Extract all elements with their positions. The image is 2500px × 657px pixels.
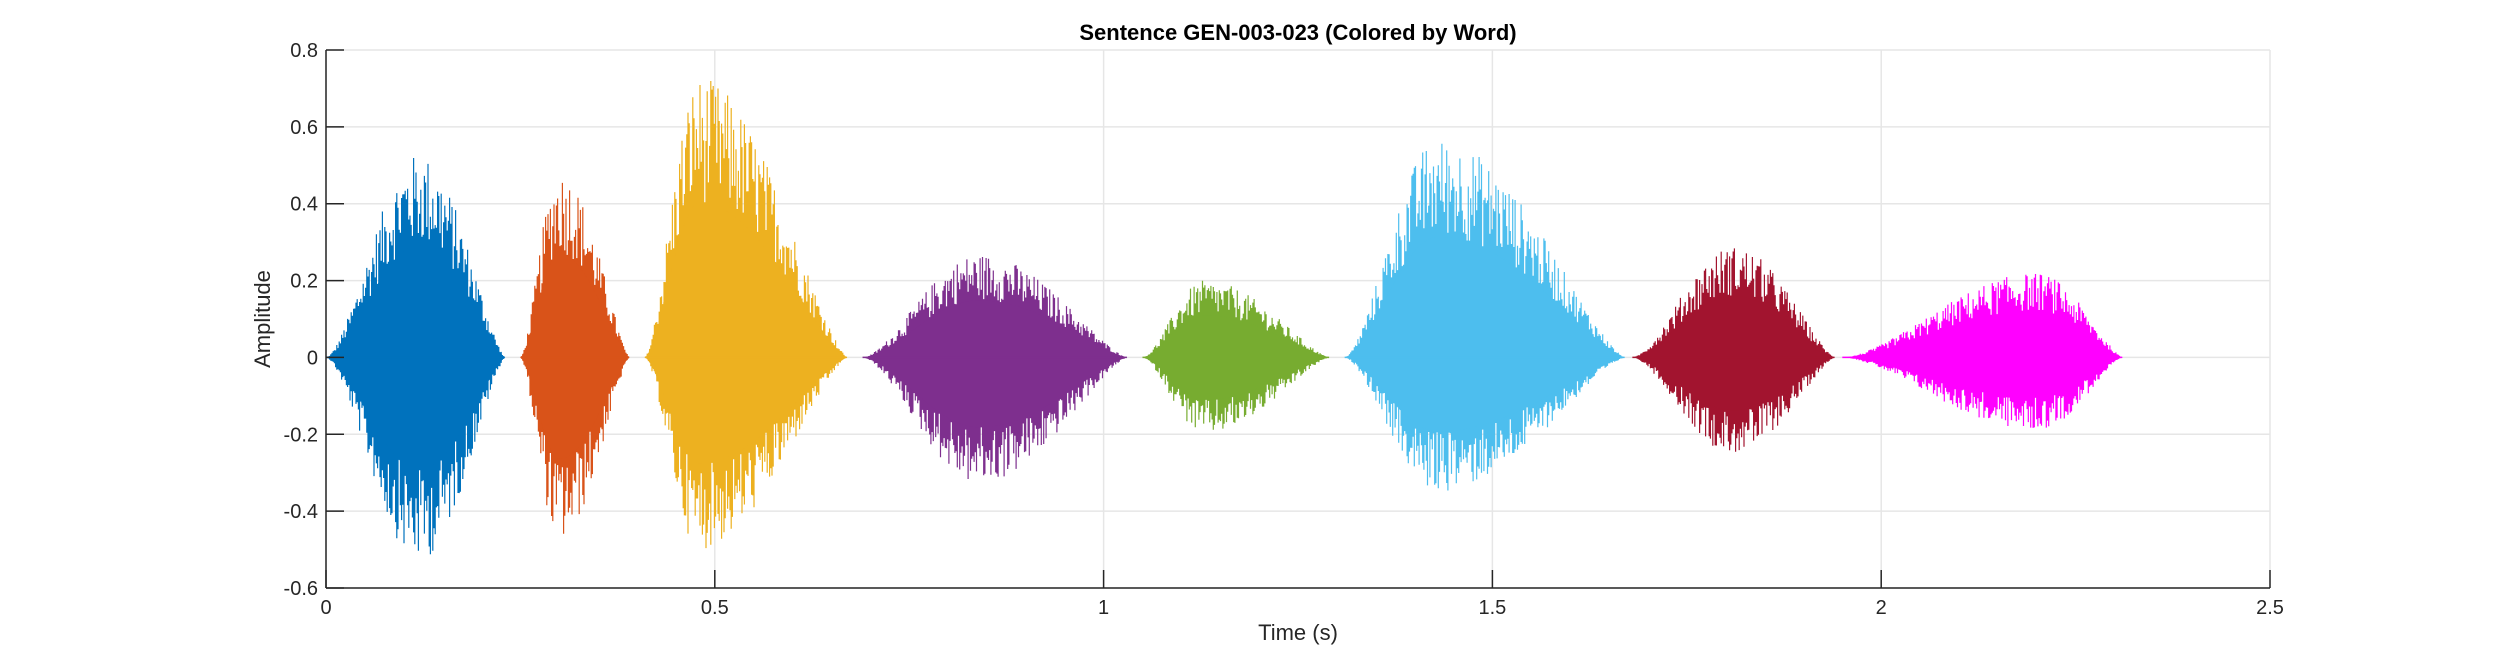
y-tick-label: 0.6 [290,117,318,139]
x-tick-label: 1 [1098,597,1109,619]
y-tick-label: -0.4 [284,501,318,523]
x-tick-label: 0 [320,597,331,619]
word-waveform-3 [644,81,848,549]
chart-title: Sentence GEN-003-023 (Colored by Word) [1079,20,1516,45]
word-waveform-5 [1142,280,1330,430]
axes [325,49,2271,589]
x-tick-label: 2 [1876,597,1887,619]
word-waveform-body [644,203,848,464]
y-axis-label: Amplitude [250,270,275,368]
word-waveform-1 [326,158,506,555]
y-tick-label: 0.8 [290,40,318,62]
y-tick-label: 0.2 [290,271,318,293]
word-waveform-4 [862,257,1128,479]
x-tick-label: 2.5 [2256,597,2284,619]
x-tick-label: 0.5 [701,597,729,619]
word-waveform-7 [1632,248,1835,452]
word-waveform-8 [1842,274,2123,428]
word-waveform-2 [520,182,630,534]
word-waveform-body [1344,237,1625,432]
y-tick-label: -0.6 [284,578,318,600]
word-waveform-body [862,300,1128,428]
y-tick-label: -0.2 [284,424,318,446]
x-tick-label: 1.5 [1478,597,1506,619]
x-axis-label: Time (s) [1258,620,1338,645]
waveform-series [326,81,2123,555]
y-tick-label: 0.4 [290,194,318,216]
word-waveform-6 [1344,143,1625,491]
tick-labels: 0 0.5 1 1.5 2 2.5 -0.6 -0.4 -0.2 0 0.2 0.4 0.6 0.8 [284,40,2284,619]
y-tick-label: 0 [307,347,318,369]
